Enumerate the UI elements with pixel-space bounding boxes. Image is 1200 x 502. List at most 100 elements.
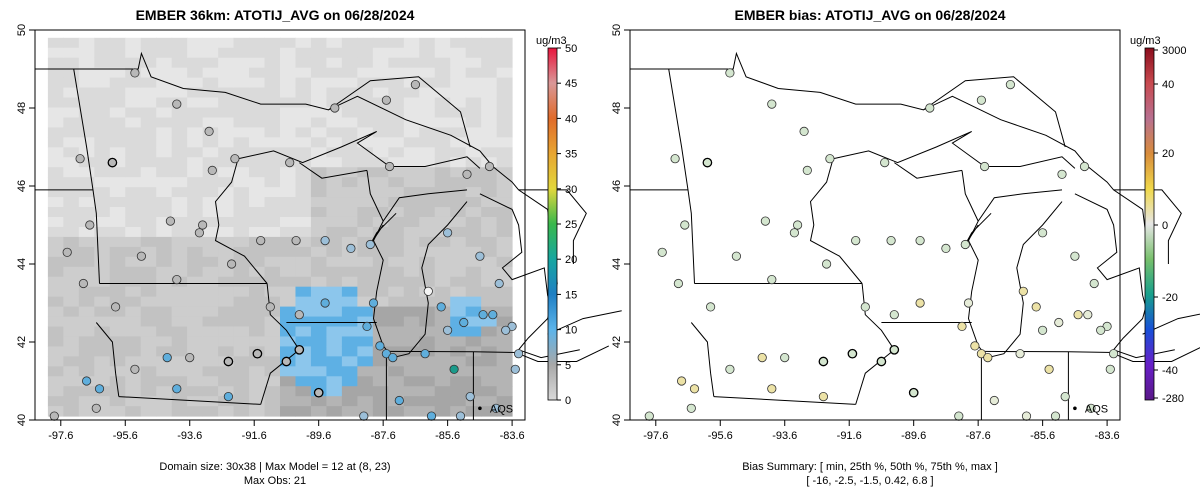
- model-cell: [233, 266, 250, 278]
- model-cell: [109, 296, 126, 308]
- model-cell: [249, 77, 266, 89]
- model-cell: [326, 326, 343, 337]
- model-cell: [202, 386, 219, 397]
- model-cell: [372, 366, 389, 377]
- model-cell: [47, 67, 64, 79]
- model-cell: [156, 256, 173, 268]
- model-cell: [295, 77, 312, 89]
- model-cell: [357, 157, 374, 168]
- model-cell: [264, 346, 281, 357]
- model-cell: [218, 167, 235, 178]
- model-cell: [388, 97, 405, 108]
- model-cell: [341, 57, 358, 69]
- model-cell: [434, 197, 451, 208]
- aqs-legend-dot: [478, 406, 482, 411]
- model-cell: [403, 127, 420, 138]
- model-cell: [233, 326, 250, 337]
- model-cell: [171, 117, 188, 128]
- model-cell: [450, 296, 467, 308]
- model-cell: [94, 376, 111, 387]
- obs-site: [459, 317, 469, 328]
- obs-site: [705, 302, 716, 312]
- model-cell: [140, 316, 157, 328]
- x-tick-label: -87.6: [966, 430, 991, 442]
- model-cell: [233, 167, 250, 178]
- model-cell: [341, 107, 358, 118]
- model-cell: [403, 306, 420, 318]
- border-line: [547, 310, 622, 335]
- model-cell: [388, 177, 405, 188]
- model-cell: [249, 216, 266, 228]
- obs-site: [130, 68, 140, 78]
- model-cell: [264, 266, 281, 278]
- model-cell: [465, 226, 482, 238]
- model-cell: [372, 286, 389, 298]
- model-cell: [388, 246, 405, 258]
- model-cell: [295, 256, 312, 268]
- model-cell: [481, 396, 498, 407]
- model-cell: [357, 326, 374, 337]
- model-cell: [140, 147, 157, 158]
- model-cell: [125, 376, 142, 387]
- x-tick-label: -83.6: [1095, 430, 1120, 442]
- model-cell: [156, 346, 173, 357]
- model-cell: [388, 87, 405, 99]
- model-cell: [94, 127, 111, 138]
- obs-site: [825, 154, 835, 164]
- model-cell: [481, 97, 498, 108]
- model-cell: [434, 306, 451, 318]
- model-cell: [171, 226, 188, 238]
- model-cell: [264, 286, 281, 298]
- model-cell: [295, 216, 312, 228]
- model-cell: [280, 137, 296, 148]
- model-cell: [450, 376, 467, 387]
- model-cell: [140, 197, 157, 208]
- model-cell: [450, 326, 467, 337]
- model-cell: [280, 396, 296, 407]
- model-cell: [465, 97, 482, 108]
- model-cell: [202, 316, 219, 328]
- model-cell: [465, 77, 482, 89]
- obs-site: [165, 216, 175, 226]
- model-cell: [233, 256, 250, 268]
- model-cell: [419, 67, 436, 79]
- obs-site: [989, 395, 999, 406]
- model-cell: [78, 157, 95, 168]
- model-cell: [140, 127, 157, 138]
- model-cell: [78, 87, 95, 99]
- model-cell: [47, 396, 64, 407]
- model-cell: [78, 366, 95, 377]
- model-cell: [280, 207, 296, 218]
- model-cell: [63, 47, 80, 59]
- model-cell: [63, 127, 80, 138]
- obs-site: [265, 302, 275, 312]
- model-cell: [264, 396, 281, 407]
- model-cell: [156, 57, 173, 69]
- model-cell: [481, 147, 498, 158]
- model-cell: [295, 67, 312, 79]
- model-cell: [481, 266, 498, 278]
- model-cell: [78, 107, 95, 118]
- model-cell: [94, 67, 111, 79]
- model-cell: [187, 396, 204, 407]
- model-cell: [481, 386, 498, 397]
- model-cell: [496, 57, 513, 69]
- model-cell: [264, 246, 281, 258]
- model-cell: [372, 157, 389, 168]
- left-plot-area: AQS -97.6 -95.6 -93.6 -91.6 -89.6 -87.6 -85.6 -8…: [16, 24, 622, 442]
- model-cell: [357, 386, 374, 397]
- model-cell: [280, 147, 296, 158]
- model-cell: [94, 97, 111, 108]
- border-line: [832, 130, 1076, 169]
- obs-site: [979, 161, 990, 172]
- model-cell: [78, 356, 95, 367]
- model-cell: [295, 37, 312, 49]
- model-cell: [63, 346, 80, 357]
- model-cell: [109, 216, 126, 228]
- model-cell: [125, 167, 142, 178]
- model-cell: [218, 266, 235, 278]
- model-cell: [202, 226, 219, 238]
- model-cell: [233, 276, 250, 288]
- obs-site: [172, 99, 182, 109]
- model-cell: [357, 316, 374, 328]
